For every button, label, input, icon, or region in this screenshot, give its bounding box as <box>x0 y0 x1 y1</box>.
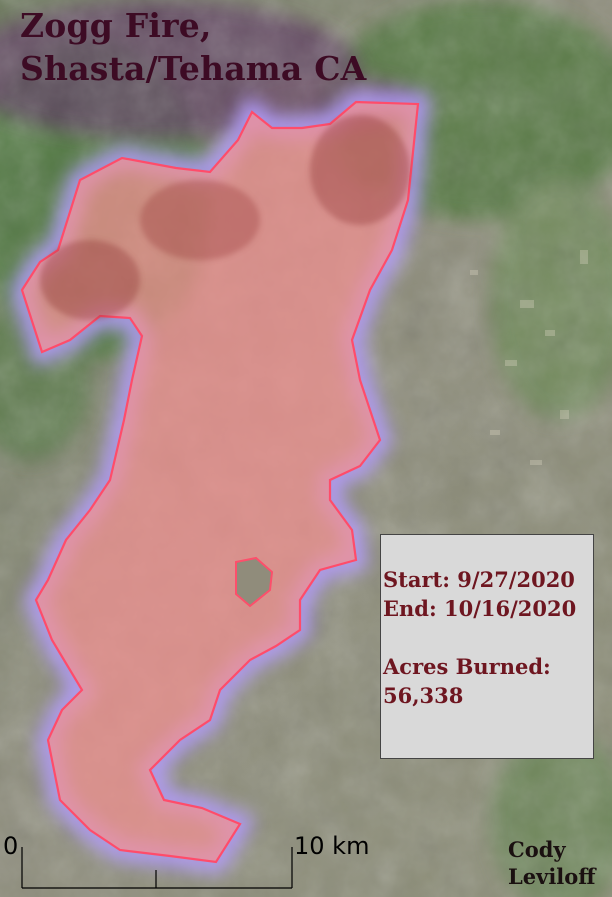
map-title-line1: Zogg Fire, <box>20 6 212 45</box>
acres-label: Acres Burned: <box>383 654 551 679</box>
author-last-name: Leviloff <box>508 864 596 889</box>
scale-bar <box>21 847 293 889</box>
scale-start-label: 0 <box>3 832 19 860</box>
fire-info-box: Start: 9/27/2020 End: 10/16/2020 Acres B… <box>380 534 594 759</box>
acres-value: 56,338 <box>383 683 464 708</box>
map-title-line2: Shasta/Tehama CA <box>20 49 367 88</box>
start-date: Start: 9/27/2020 <box>383 567 575 592</box>
info-spacer <box>383 623 593 652</box>
unburned-island <box>235 556 274 608</box>
author-credit: Cody Leviloff <box>508 836 596 890</box>
scale-end-label: 10 km <box>294 832 370 860</box>
farm-patches <box>470 250 588 465</box>
burn-severity-shading <box>40 115 410 320</box>
map-title: Zogg Fire, Shasta/Tehama CA <box>20 4 366 90</box>
author-first-name: Cody <box>508 837 566 862</box>
end-date: End: 10/16/2020 <box>383 596 577 621</box>
